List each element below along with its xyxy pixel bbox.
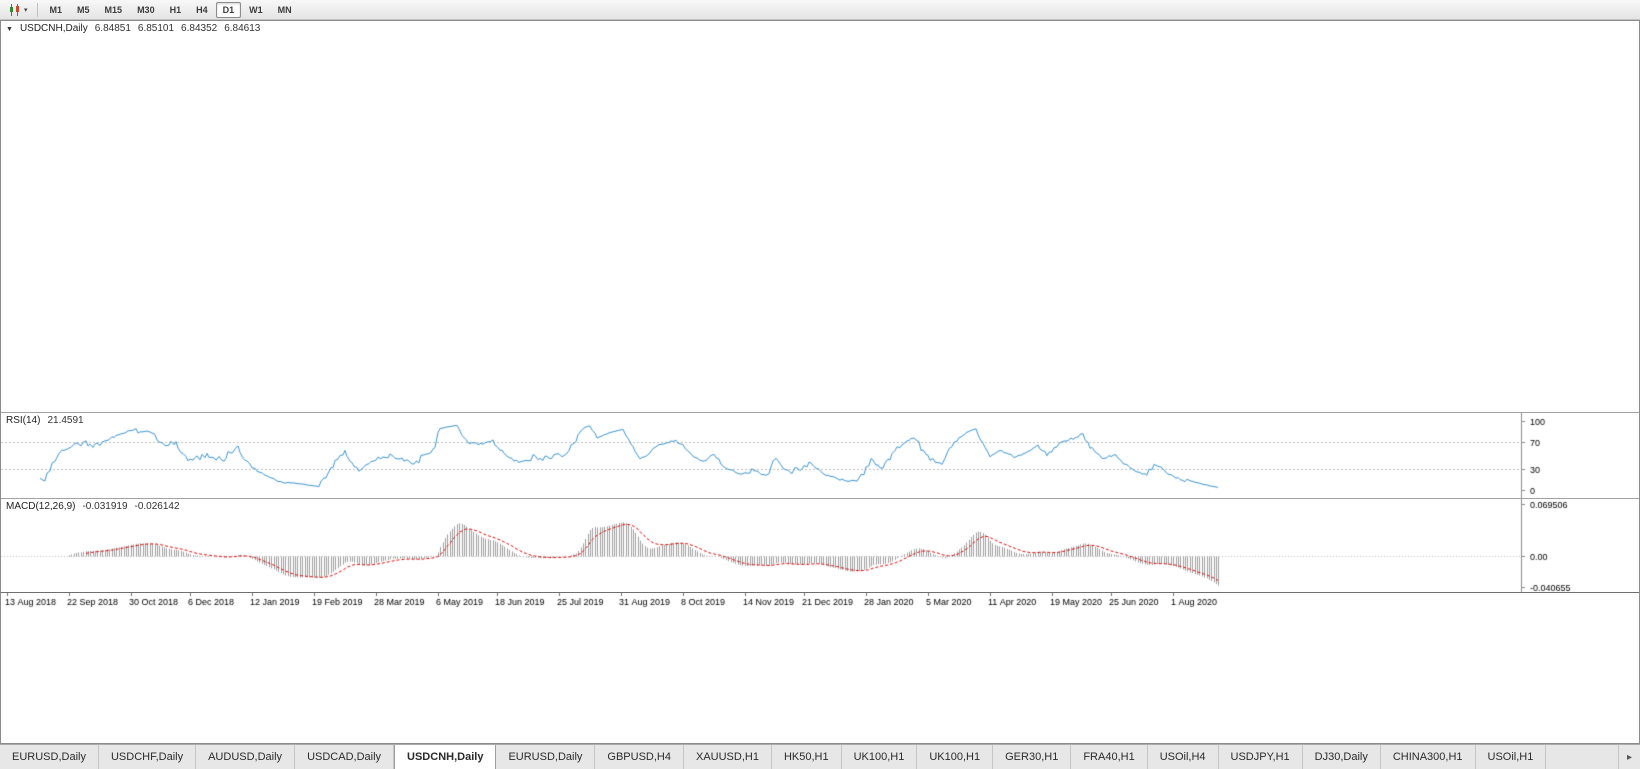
main-chart-canvas[interactable] [1, 21, 1639, 412]
macd-canvas[interactable] [1, 499, 1639, 592]
chart-tab-usoil-h1[interactable]: USOil,H1 [1475, 745, 1547, 769]
chart-tab-hk50-h1[interactable]: HK50,H1 [771, 745, 842, 769]
rsi-panel: RSI(14) 21.4591 [1, 412, 1639, 498]
timeframe-button-h4[interactable]: H4 [196, 4, 208, 15]
chart-tab-audusd-daily[interactable]: AUDUSD,Daily [196, 745, 296, 769]
toolbar-separator [36, 2, 38, 17]
date-axis-canvas[interactable] [1, 593, 1639, 743]
timeframe-button-m1[interactable]: M1 [49, 4, 63, 15]
chart-tab-eurusd-daily[interactable]: EURUSD,Daily [0, 745, 99, 769]
timeframe-group: M1 M5 M15 M30 H1 H4 D1 W1 MN [43, 1, 299, 18]
timeframe-button-m5[interactable]: M5 [77, 4, 90, 15]
collapse-chart-icon[interactable]: ▼ [6, 26, 13, 33]
chart-tab-gbpusd-h4[interactable]: GBPUSD,H4 [595, 745, 684, 769]
date-axis [1, 592, 1639, 743]
timeframe-button-w1[interactable]: W1 [249, 4, 263, 15]
chart-tab-xauusd-h1[interactable]: XAUUSD,H1 [683, 745, 772, 769]
timeframe-button-h1[interactable]: H1 [169, 4, 182, 15]
chart-tabs-bar: EURUSD,Daily USDCHF,Daily AUDUSD,Daily USDC… [0, 744, 1640, 769]
candlestick-icon [10, 3, 19, 16]
chart-tabs: EURUSD,Daily USDCHF,Daily AUDUSD,Daily USDC… [0, 745, 1618, 769]
timeframe-button-m15[interactable]: M15 [104, 4, 123, 15]
chart-area: ▼ USDCNH,Daily 6.84851 6.85101 6.84352 6… [0, 20, 1640, 744]
chart-tab-usdjpy-h1[interactable]: USDJPY,H1 [1218, 745, 1303, 769]
chart-tab-uk100-h1[interactable]: UK100,H1 [841, 745, 918, 769]
chart-tab-fra40-h1[interactable]: FRA40,H1 [1071, 745, 1148, 769]
chevron-down-icon: ▾ [24, 6, 28, 14]
timeframe-button-m30[interactable]: M30 [137, 4, 155, 15]
chart-tab-ger30-h1[interactable]: GER30,H1 [993, 745, 1072, 769]
chart-tab-usdchf-daily[interactable]: USDCHF,Daily [98, 745, 197, 769]
timeframe-button-mn[interactable]: MN [277, 4, 292, 15]
chart-tab-uk100-h1[interactable]: UK100,H1 [917, 745, 994, 769]
rsi-canvas[interactable] [1, 413, 1639, 498]
chart-tab-eurusd-daily[interactable]: EURUSD,Daily [496, 745, 596, 769]
chart-tab-china300-h1[interactable]: CHINA300,H1 [1380, 745, 1476, 769]
toolbar: ▾ M1 M5 M15 M30 H1 H4 D1 W1 MN [0, 0, 1640, 20]
tabs-scroll-right-button[interactable]: ▸ [1618, 745, 1640, 769]
chart-tab-usdcnh-daily[interactable]: USDCNH,Daily [394, 745, 497, 769]
main-chart-panel: ▼ USDCNH,Daily 6.84851 6.85101 6.84352 6… [1, 21, 1639, 412]
chart-tab-dj30-daily[interactable]: DJ30,Daily [1302, 745, 1381, 769]
timeframe-button-d1[interactable]: D1 [215, 1, 242, 18]
chart-tab-usdcad-daily[interactable]: USDCAD,Daily [295, 745, 395, 769]
chart-tab-usoil-h4[interactable]: USOil,H4 [1147, 745, 1219, 769]
chart-type-button[interactable]: ▾ [4, 2, 32, 18]
macd-panel: MACD(12,26,9) -0.031919 -0.026142 [1, 498, 1639, 592]
